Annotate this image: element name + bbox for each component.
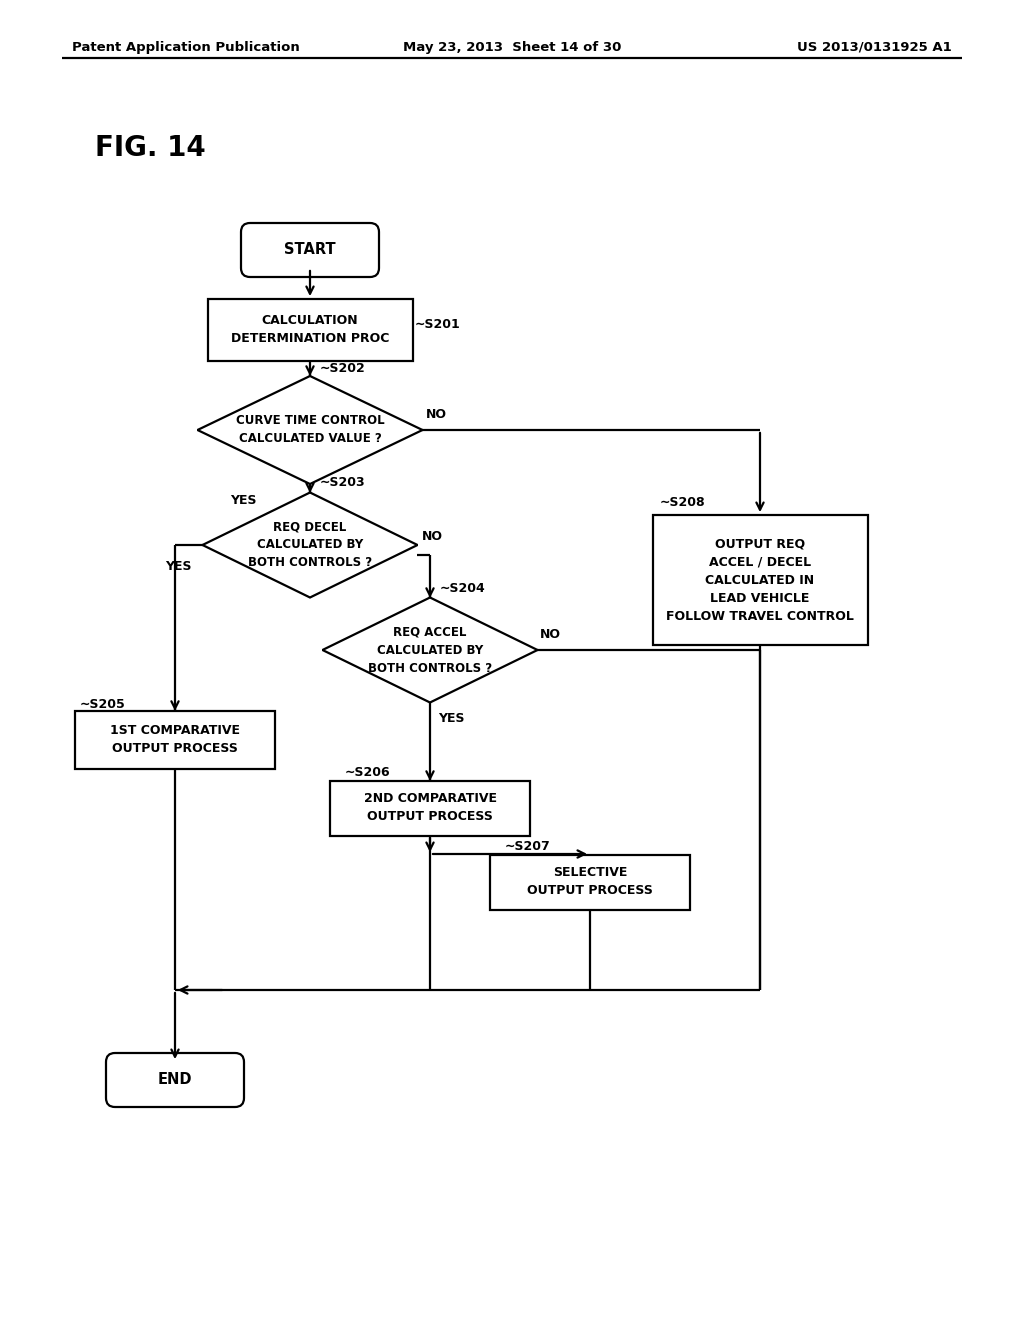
Text: END: END	[158, 1072, 193, 1088]
Text: ∼S203: ∼S203	[319, 477, 366, 490]
Text: YES: YES	[230, 494, 256, 507]
Text: NO: NO	[540, 628, 561, 642]
Text: REQ ACCEL
CALCULATED BY
BOTH CONTROLS ?: REQ ACCEL CALCULATED BY BOTH CONTROLS ?	[368, 626, 493, 675]
Text: NO: NO	[422, 531, 443, 544]
Text: ∼S204: ∼S204	[440, 582, 485, 594]
Bar	[490, 854, 690, 909]
FancyBboxPatch shape	[241, 223, 379, 277]
Text: ∼S205: ∼S205	[80, 697, 126, 710]
Text: CURVE TIME CONTROL
CALCULATED VALUE ?: CURVE TIME CONTROL CALCULATED VALUE ?	[236, 414, 384, 446]
Text: CALCULATION
DETERMINATION PROC: CALCULATION DETERMINATION PROC	[230, 314, 389, 346]
Text: May 23, 2013  Sheet 14 of 30: May 23, 2013 Sheet 14 of 30	[402, 41, 622, 54]
Text: SELECTIVE
OUTPUT PROCESS: SELECTIVE OUTPUT PROCESS	[527, 866, 653, 898]
Text: ∼S201: ∼S201	[415, 318, 461, 331]
Polygon shape	[198, 376, 423, 484]
Text: ∼S202: ∼S202	[319, 362, 366, 375]
Polygon shape	[323, 598, 538, 702]
Text: YES: YES	[438, 711, 465, 725]
Text: NO: NO	[426, 408, 447, 421]
Bar	[652, 515, 867, 645]
Text: Patent Application Publication: Patent Application Publication	[72, 41, 300, 54]
Bar	[75, 711, 275, 770]
Text: YES: YES	[165, 561, 191, 573]
Polygon shape	[203, 492, 418, 598]
Text: ∼S206: ∼S206	[345, 766, 390, 779]
Text: 2ND COMPARATIVE
OUTPUT PROCESS: 2ND COMPARATIVE OUTPUT PROCESS	[364, 792, 497, 824]
Text: ∼S208: ∼S208	[660, 495, 706, 508]
Text: START: START	[285, 243, 336, 257]
Bar	[330, 780, 530, 836]
Bar	[208, 300, 413, 360]
Text: FIG. 14: FIG. 14	[95, 135, 206, 162]
Text: US 2013/0131925 A1: US 2013/0131925 A1	[798, 41, 952, 54]
Text: REQ DECEL
CALCULATED BY
BOTH CONTROLS ?: REQ DECEL CALCULATED BY BOTH CONTROLS ?	[248, 520, 372, 569]
FancyBboxPatch shape	[106, 1053, 244, 1107]
Text: 1ST COMPARATIVE
OUTPUT PROCESS: 1ST COMPARATIVE OUTPUT PROCESS	[110, 725, 240, 755]
Text: OUTPUT REQ
ACCEL / DECEL
CALCULATED IN
LEAD VEHICLE
FOLLOW TRAVEL CONTROL: OUTPUT REQ ACCEL / DECEL CALCULATED IN L…	[666, 537, 854, 623]
Text: ∼S207: ∼S207	[505, 840, 551, 853]
